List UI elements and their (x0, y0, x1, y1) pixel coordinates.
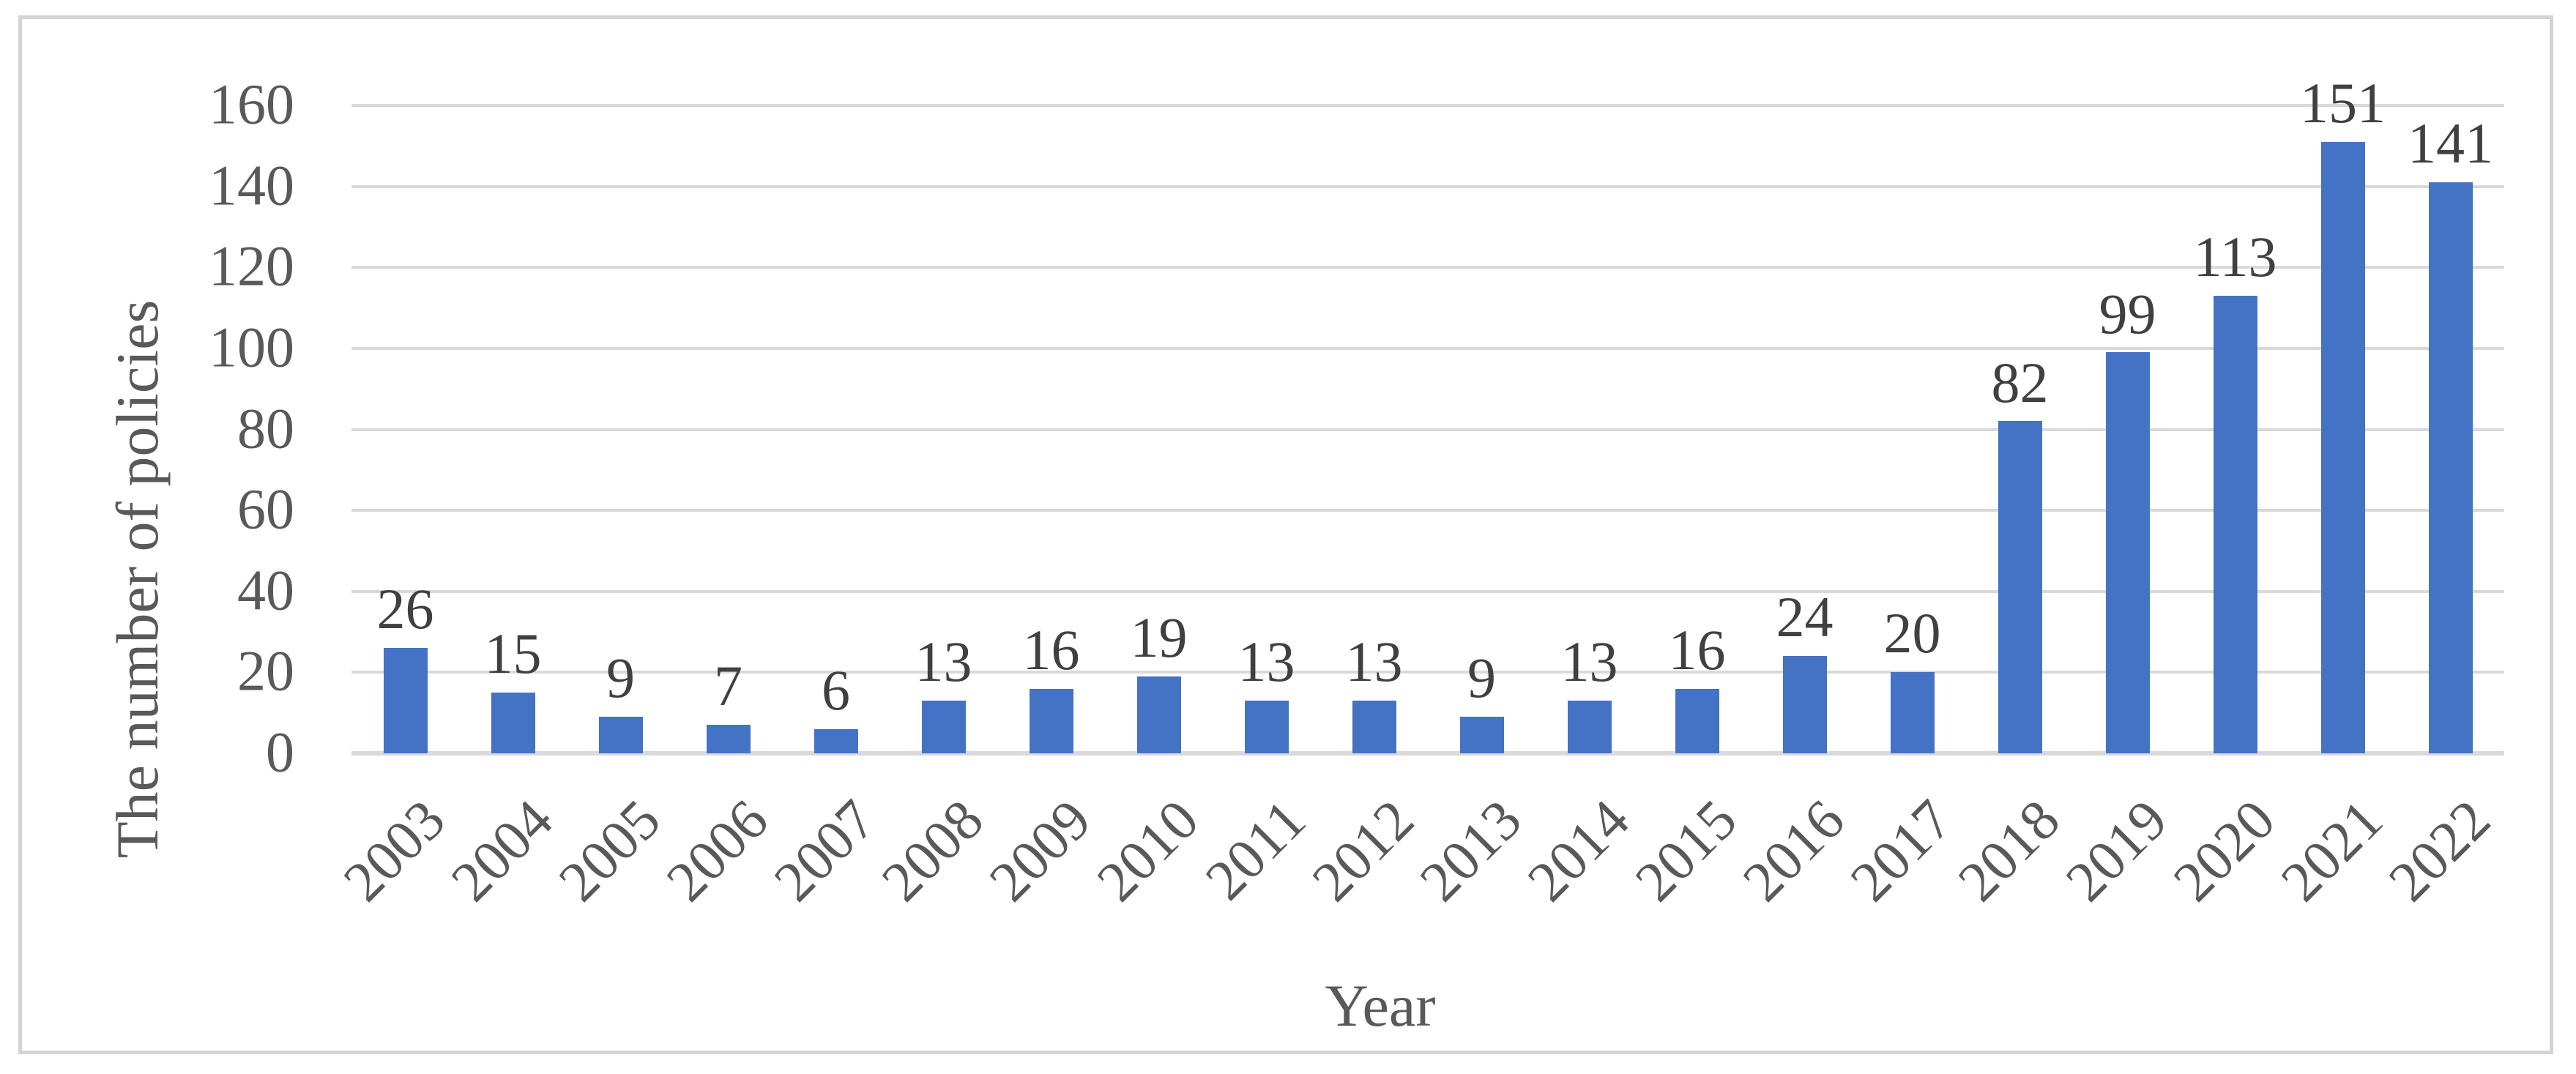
bar-2006 (706, 725, 751, 753)
x-tick-label-2017: 2017 (1837, 787, 1964, 914)
data-label-2014: 13 (1560, 630, 1618, 694)
x-axis-title: Year (1325, 972, 1436, 1039)
data-label-2020: 113 (2193, 225, 2277, 289)
data-label-2013: 9 (1467, 646, 1496, 710)
x-tick-label-2010: 2010 (1084, 787, 1210, 914)
bar-2003 (383, 648, 428, 753)
x-tick-label-2014: 2014 (1514, 787, 1641, 914)
x-tick-label-2015: 2015 (1622, 787, 1749, 914)
bar-2018 (1998, 421, 2042, 753)
gridline-80 (351, 428, 2504, 431)
gridline-20 (351, 671, 2504, 674)
data-label-2015: 16 (1668, 617, 1726, 682)
bar-2011 (1244, 701, 1289, 753)
x-tick-label-2007: 2007 (761, 787, 887, 914)
plot-area: 26 2003 15 2004 9 2005 7 2006 6 2007 13 2008 16 2009 1… (331, 72, 2504, 913)
x-tick-label-2012: 2012 (1299, 787, 1426, 914)
y-tick-label-60: 60 (237, 477, 294, 541)
bar-2021 (2320, 141, 2365, 753)
gridline-140 (351, 184, 2504, 188)
data-label-2009: 16 (1022, 617, 1080, 682)
y-tick-label-40: 40 (237, 558, 294, 622)
y-tick-label-160: 160 (209, 72, 294, 136)
bar-2008 (921, 701, 966, 753)
data-label-2022: 141 (2408, 111, 2493, 176)
data-label-2012: 13 (1345, 630, 1403, 694)
bar-2017 (1890, 672, 1935, 753)
x-tick-label-2008: 2008 (868, 787, 995, 914)
y-tick-label-120: 120 (209, 234, 294, 298)
y-tick-label-100: 100 (209, 315, 294, 379)
gridline-160 (351, 104, 2504, 107)
bar-2013 (1459, 717, 1504, 753)
data-label-2010: 19 (1130, 605, 1188, 670)
gridline-120 (351, 266, 2504, 269)
bar-2004 (491, 693, 535, 753)
x-tick-label-2018: 2018 (1945, 787, 2071, 914)
x-tick-label-2022: 2022 (2375, 787, 2502, 914)
x-tick-label-2020: 2020 (2160, 787, 2287, 914)
x-tick-label-2011: 2011 (1193, 787, 1318, 912)
bar-2019 (2105, 352, 2150, 753)
data-label-2008: 13 (915, 630, 972, 694)
data-label-2021: 151 (2300, 70, 2386, 135)
x-tick-label-2019: 2019 (2052, 787, 2179, 914)
bar-2016 (1782, 656, 1827, 753)
bar-2020 (2213, 295, 2257, 753)
data-label-2018: 82 (1991, 350, 2049, 414)
gridline-100 (351, 346, 2504, 350)
bar-2014 (1567, 701, 1612, 753)
data-label-2007: 6 (822, 657, 850, 722)
bar-2015 (1675, 688, 1719, 753)
data-label-2019: 99 (2099, 281, 2156, 346)
data-label-2004: 15 (484, 622, 542, 686)
bar-2007 (814, 728, 858, 753)
x-tick-label-2005: 2005 (546, 787, 672, 914)
y-tick-label-20: 20 (237, 638, 294, 703)
x-tick-label-2004: 2004 (438, 787, 565, 914)
data-label-2006: 7 (714, 654, 742, 718)
x-tick-label-2009: 2009 (976, 787, 1103, 914)
x-tick-label-2016: 2016 (1730, 787, 1856, 914)
gridline-60 (351, 509, 2504, 512)
y-tick-label-0: 0 (266, 720, 294, 784)
y-tick-label-80: 80 (237, 395, 294, 460)
bar-2009 (1029, 688, 1073, 753)
x-tick-label-2003: 2003 (330, 787, 457, 914)
bar-2022 (2428, 182, 2473, 753)
y-tick-label-140: 140 (209, 153, 294, 217)
x-tick-label-2013: 2013 (1407, 787, 1533, 914)
x-tick-label-2006: 2006 (653, 787, 780, 914)
data-label-2017: 20 (1883, 601, 1941, 665)
bar-2012 (1352, 701, 1396, 753)
data-label-2016: 24 (1776, 585, 1834, 649)
bar-2005 (598, 717, 643, 753)
data-label-2011: 13 (1237, 630, 1295, 694)
bar-2010 (1136, 676, 1181, 753)
x-tick-label-2021: 2021 (2268, 787, 2394, 914)
chart-frame: The number of policies Year 26 2003 15 2004… (18, 15, 2553, 1054)
data-label-2005: 9 (606, 646, 635, 710)
gridline-40 (351, 589, 2504, 593)
data-label-2003: 26 (376, 577, 434, 641)
x-axis-line (351, 751, 2504, 756)
